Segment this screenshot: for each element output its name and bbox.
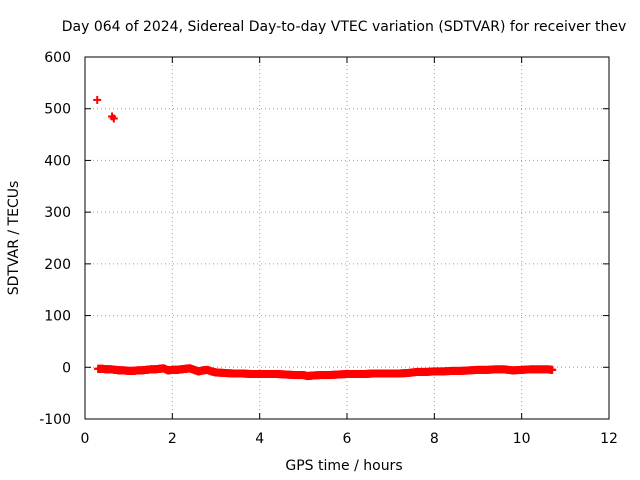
y-tick-label: 600 (44, 50, 71, 66)
y-tick-label: 300 (44, 205, 71, 221)
data-point (93, 95, 102, 104)
y-tick-label: 0 (62, 360, 71, 376)
x-tick-label: 12 (600, 431, 618, 447)
x-tick-label: 4 (255, 431, 264, 447)
x-tick-label: 0 (81, 431, 90, 447)
data-point (109, 114, 118, 123)
data-point (547, 365, 556, 374)
x-tick-label: 6 (343, 431, 352, 447)
chart-title: Day 064 of 2024, Sidereal Day-to-day VTE… (62, 19, 626, 35)
y-tick-label: 200 (44, 257, 71, 273)
data-points (93, 95, 557, 381)
y-axis-label: SDTVAR / TECUs (6, 181, 22, 296)
x-tick-label: 8 (430, 431, 439, 447)
y-tick-label: 400 (44, 153, 71, 169)
y-tick-label: 500 (44, 102, 71, 118)
x-tick-label: 2 (168, 431, 177, 447)
axis-ticks: 0 2 4 6 8 10 12 -100 0 100 200 300 400 500 600 (39, 50, 618, 447)
y-tick-label: -100 (39, 412, 71, 428)
x-tick-label: 10 (513, 431, 531, 447)
plot-frame (84, 56, 610, 420)
x-axis-label: GPS time / hours (285, 458, 402, 474)
y-tick-label: 100 (44, 309, 71, 325)
